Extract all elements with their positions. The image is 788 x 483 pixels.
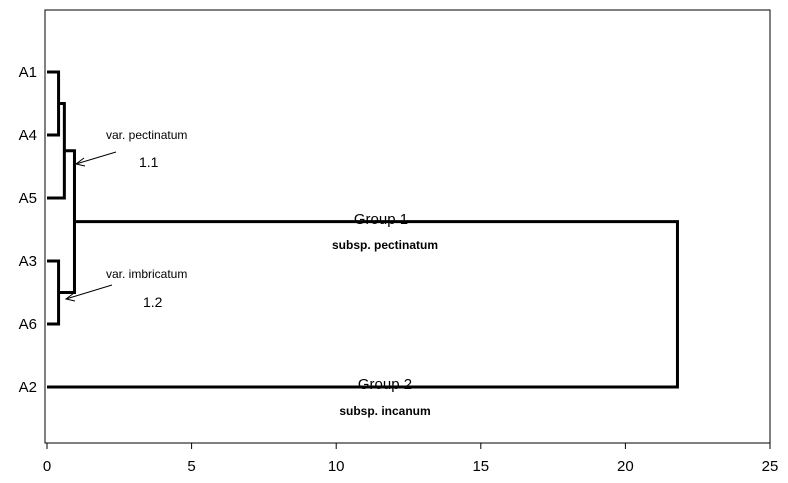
annotation-number: 1.2	[143, 294, 163, 310]
merge-link-m1	[47, 70, 61, 137]
group-1-label: Group 1	[354, 211, 408, 228]
arrow-head-icon	[64, 292, 76, 302]
plot-frame	[44, 9, 771, 444]
group-2-subspecies: subsp. incanum	[339, 404, 430, 418]
leaf-label-a3: A3	[19, 253, 37, 270]
x-axis: 0 5 10 15 20 25	[43, 443, 779, 475]
leaf-labels: A1 A4 A5 A3 A6 A2	[19, 64, 37, 396]
x-tick-label: 20	[617, 458, 634, 475]
leaf-label-a4: A4	[19, 127, 37, 144]
annotation-var-imbricatum: var. imbricatum 1.2	[64, 267, 187, 310]
leaf-label-a2: A2	[19, 379, 37, 396]
annotation-label: var. pectinatum	[106, 128, 187, 142]
group-2-label: Group 2	[358, 376, 412, 393]
x-tick-label: 25	[762, 458, 779, 475]
annotation-arrow	[75, 151, 117, 165]
annotation-var-pectinatum: var. pectinatum 1.1	[74, 128, 187, 170]
x-tick-label: 5	[187, 458, 195, 475]
x-tick-label: 10	[328, 458, 345, 475]
group-1-subspecies: subsp. pectinatum	[332, 238, 438, 252]
annotation-number: 1.1	[139, 154, 159, 170]
leaf-label-a5: A5	[19, 190, 37, 207]
x-tick-label: 0	[43, 458, 51, 475]
annotation-arrow	[65, 284, 113, 300]
leaf-label-a6: A6	[19, 316, 37, 333]
x-tick-label: 15	[472, 458, 489, 475]
leaf-label-a1: A1	[19, 64, 37, 81]
merge-link-m4	[58, 149, 76, 294]
merge-link-m3	[47, 102, 66, 200]
merge-link-m2	[47, 259, 61, 326]
arrow-head-icon	[74, 157, 86, 167]
branches	[47, 70, 679, 389]
annotation-label: var. imbricatum	[106, 267, 187, 281]
merge-link-m5	[47, 220, 679, 389]
